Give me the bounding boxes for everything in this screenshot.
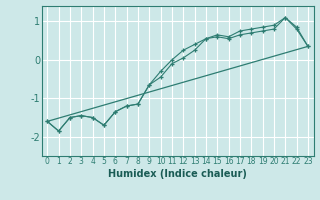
X-axis label: Humidex (Indice chaleur): Humidex (Indice chaleur) (108, 169, 247, 179)
